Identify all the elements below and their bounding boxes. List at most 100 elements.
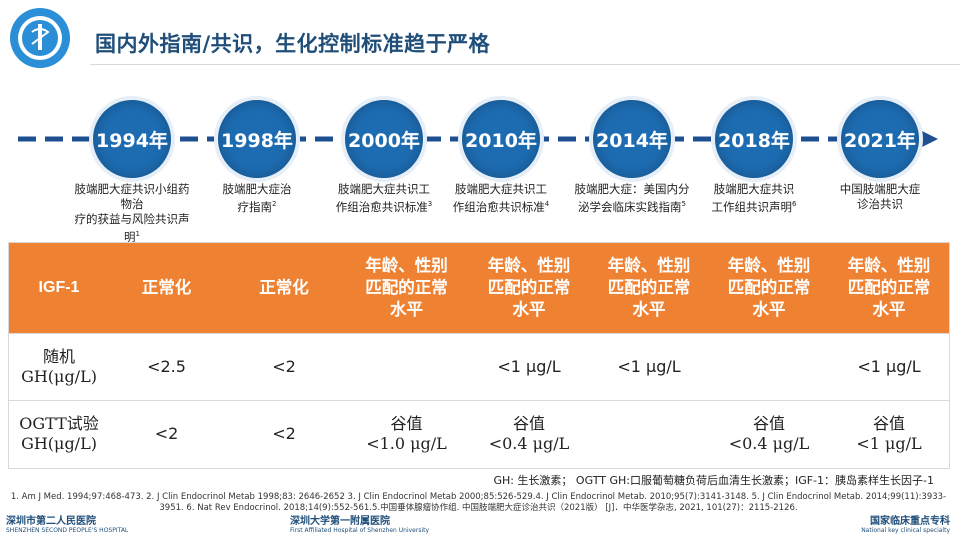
table-cell: [709, 333, 829, 400]
timeline-description-line: 肢端肥大症共识工: [455, 182, 547, 196]
cell-text-line: <1.0 μg/L: [366, 433, 447, 453]
footer-hospital-2: 深圳大学第一附属医院 First Affiliated Hospital of …: [290, 512, 429, 534]
cell-text-line: 谷值: [752, 413, 785, 433]
table-header-igf1: IGF-1: [38, 278, 80, 296]
cell-text-line: <2: [272, 356, 296, 376]
table-header-cell: 年龄、性别 匹配的正常 水平: [469, 243, 589, 333]
table-row: 随机 GH(μg/L) <2.5 <2 <1 μg/L <1 μg/L <1 μg/L: [9, 333, 949, 400]
timeline-year-node: 1994年: [93, 100, 171, 178]
header-text-line: 水平: [872, 299, 906, 319]
table-header-cell: 年龄、性别 匹配的正常 水平: [829, 243, 949, 333]
footer-hospital-2-sub: First Affiliated Hospital of Shenzhen Un…: [290, 527, 430, 534]
reference-marker: 4: [544, 200, 550, 208]
timeline-year-node: 2018年: [715, 100, 793, 178]
timeline-description-line: 肢端肥大症治: [222, 182, 292, 196]
reference-marker: 6: [792, 200, 797, 208]
timeline-year-node: 1998年: [218, 100, 296, 178]
cell-text-line: <1 μg/L: [497, 356, 561, 376]
row-label-line: GH(μg/L): [21, 433, 97, 453]
row-label: 随机 GH(μg/L): [9, 333, 109, 400]
table-row: OGTT试验 GH(μg/L) <2 <2 谷值 <1.0 μg/L 谷值 <0.4 μg/L…: [9, 400, 949, 467]
header-text-line: 水平: [752, 299, 786, 319]
footer-specialty-sub: National key clinical specialty: [861, 527, 950, 534]
table-body: 随机 GH(μg/L) <2.5 <2 <1 μg/L <1 μg/L <1 μg/L OGT…: [9, 333, 949, 467]
cell-text-line: <2: [154, 423, 179, 443]
timeline-description-line: 肢端肥大症：美国内分: [574, 182, 690, 196]
table-cell: 谷值 <0.4 μg/L: [709, 400, 829, 467]
timeline-year-node: 2021年: [841, 100, 919, 178]
header-text-line: 年龄、性别: [727, 255, 811, 275]
timeline-description: 肢端肥大症共识 工作组共识声明6: [694, 182, 814, 215]
table-cell: [589, 400, 709, 467]
references: 1. Am J Med. 1994;97:468-473. 2. J Clin …: [10, 492, 947, 513]
cell-text-line: <1 μg/L: [857, 356, 921, 376]
timeline-description-line: 肢端肥大症共识小组药物治: [74, 182, 190, 211]
header-text-line: 匹配的正常: [487, 277, 571, 297]
table-cell: 谷值 <0.4 μg/L: [469, 400, 589, 467]
cell-text-line: 谷值: [872, 413, 905, 433]
header-text-line: 年龄、性别: [365, 255, 448, 275]
row-label-line: 随机: [42, 346, 75, 366]
timeline-year-node: 2010年: [462, 100, 540, 178]
footer-hospital-1: 深圳市第二人民医院 SHENZHEN SECOND PEOPLE'S HOSPI…: [6, 512, 128, 534]
row-label: OGTT试验 GH(μg/L): [9, 400, 109, 467]
table-header-cell: 年龄、性别 匹配的正常 水平: [589, 243, 709, 333]
footer-hospital-2-name: 深圳大学第一附属医院: [290, 516, 390, 527]
reference-marker: 5: [681, 200, 686, 208]
timeline-description: 中国肢端肥大症 诊治共识: [820, 182, 940, 212]
header-text-line: 匹配的正常: [847, 277, 931, 297]
header-text-line: 匹配的正常: [727, 277, 811, 297]
cell-text-line: <1 μg/L: [617, 356, 681, 376]
reference-marker: 3: [427, 200, 433, 208]
table-cell: <2.5: [109, 333, 224, 400]
timeline-year-node: 2000年: [345, 100, 423, 178]
table-header-cell: 年龄、性别 匹配的正常 水平: [344, 243, 469, 333]
title-divider: [90, 64, 960, 65]
table-cell: <2: [109, 400, 224, 467]
table-cell: <1 μg/L: [589, 333, 709, 400]
timeline-description: 肢端肥大症共识小组药物治 疗的获益与风险共识声明1: [72, 182, 192, 245]
cell-text-line: <2.5: [147, 356, 186, 376]
table-cell: <2: [224, 333, 344, 400]
header-text-line: 年龄、性别: [847, 255, 931, 275]
table-header-row: IGF-1 正常化 正常化 年龄、性别 匹配的正常 水平 年龄、性别 匹配的正常 水平 年龄、性别…: [9, 243, 949, 333]
criteria-table: IGF-1 正常化 正常化 年龄、性别 匹配的正常 水平 年龄、性别 匹配的正常 水平 年龄、性别…: [8, 242, 950, 469]
header-text-line: 年龄、性别: [607, 255, 691, 275]
timeline-year-node: 2014年: [593, 100, 671, 178]
header-text-line: 水平: [390, 299, 423, 319]
timeline-description-line: 作组治愈共识标准: [335, 199, 428, 214]
table-cell: <1 μg/L: [469, 333, 589, 400]
timeline-description: 肢端肥大症治 疗指南2: [197, 182, 317, 215]
reference-marker: 1: [135, 230, 140, 238]
timeline-description-line: 泌学会临床实践指南: [578, 199, 682, 214]
table-header-cell: 正常化: [259, 277, 309, 297]
header-text-line: 匹配的正常: [365, 277, 448, 297]
footer-specialty-name: 国家临床重点专科: [870, 516, 950, 527]
footer-hospital-1-sub: SHENZHEN SECOND PEOPLE'S HOSPITAL: [6, 527, 129, 534]
page-title: 国内外指南/共识，生化控制标准趋于严格: [95, 32, 491, 56]
timeline-description-line: 肢端肥大症共识工: [338, 182, 430, 196]
timeline-description-line: 工作组共识声明: [711, 199, 793, 214]
table-cell: <2: [224, 400, 344, 467]
table-cell: [344, 333, 469, 400]
timeline-description-line: 诊治共识: [857, 197, 903, 211]
cell-text-line: <2: [272, 423, 296, 443]
timeline-description: 肢端肥大症共识工 作组治愈共识标准3: [324, 182, 444, 215]
timeline-description-line: 肢端肥大症共识: [713, 182, 795, 196]
row-label-line: GH(μg/L): [21, 366, 97, 386]
header-text-line: 水平: [512, 299, 546, 319]
header-text-line: 水平: [632, 299, 666, 319]
cell-text-line: 谷值: [390, 413, 423, 433]
row-label-line: OGTT试验: [19, 413, 99, 433]
timeline-description-line: 疗指南: [237, 199, 273, 214]
hospital-logo: [8, 6, 72, 70]
table-cell: 谷值 <1 μg/L: [829, 400, 949, 467]
table-header-cell: 正常化: [141, 277, 192, 297]
cell-text-line: <1 μg/L: [856, 433, 922, 453]
cell-text-line: 谷值: [512, 413, 545, 433]
timeline-description: 肢端肥大症：美国内分 泌学会临床实践指南5: [572, 182, 692, 215]
timeline-description-line: 作组治愈共识标准: [452, 199, 545, 214]
abbreviation-note: GH: 生长激素； OGTT GH:口服葡萄糖负荷后血清生长激素；IGF-1：胰…: [493, 474, 934, 487]
reference-marker: 2: [272, 200, 277, 208]
table-cell: 谷值 <1.0 μg/L: [344, 400, 469, 467]
